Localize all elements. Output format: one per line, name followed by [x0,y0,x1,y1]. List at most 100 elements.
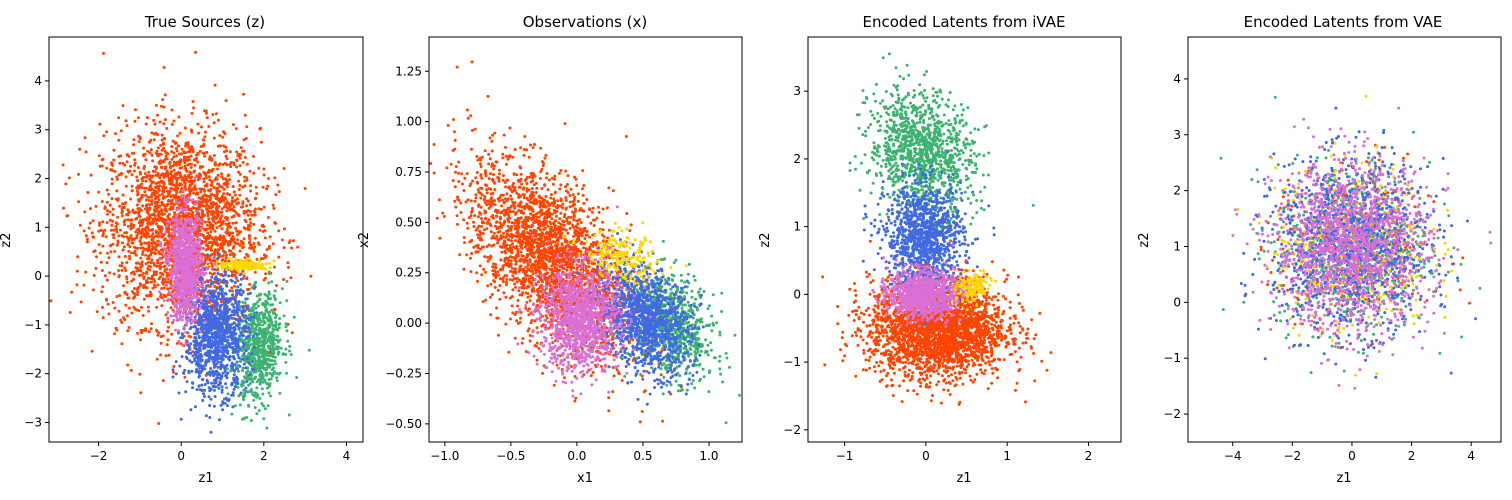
scatter-point [113,169,117,173]
scatter-point [113,306,117,310]
scatter-point [284,347,288,351]
scatter-point [183,181,187,185]
scatter-point [194,158,198,162]
scatter-point [127,306,131,310]
scatter-point [231,259,235,263]
scatter-point [268,359,272,363]
scatter-point [230,273,234,277]
scatter-point [160,165,163,169]
scatter-point [176,134,180,138]
scatter-point [149,280,153,284]
scatter-point [236,285,240,289]
scatter-point [208,298,212,301]
scatter-point [244,386,248,390]
scatter-point [101,316,105,320]
scatter-point [261,374,265,377]
scatter-point [220,210,224,214]
scatter-point [217,189,221,193]
scatter-point [238,243,242,247]
scatter-point [290,331,294,335]
scatter-point [190,188,194,192]
scatter-point [223,150,226,154]
scatter-point [95,310,99,314]
scatter-point [159,271,162,275]
scatter-point [101,285,105,289]
scatter-point [195,356,199,360]
scatter-point [291,239,295,243]
scatter-point [220,214,224,218]
scatter-point [262,278,266,282]
scatter-point [132,138,136,142]
scatter-point [257,316,261,320]
scatter-point [186,163,190,167]
scatter-point [148,290,152,294]
scatter-point [274,222,277,225]
scatter-point [248,224,252,228]
scatter-point [105,130,109,134]
scatter-point [267,314,271,317]
scatter-point [201,304,205,308]
scatter-point [158,176,162,180]
scatter-point [239,293,243,297]
scatter-point [115,175,119,179]
scatter-point [278,317,282,320]
scatter-point [112,272,116,276]
scatter-point [285,329,289,333]
scatter-point [243,179,247,183]
scatter-point [129,197,133,201]
scatter-point [255,393,259,397]
scatter-point [218,217,222,221]
scatter-point [235,258,238,261]
scatter-point [242,352,246,355]
scatter-point [214,206,218,210]
scatter-point [150,198,154,202]
scatter-point [151,159,155,163]
scatter-point [144,193,148,197]
scatter-point [132,169,136,173]
scatter-point [129,227,133,231]
scatter-point [160,133,164,137]
scatter-point [284,322,288,326]
scatter-point [144,253,148,257]
scatter-point [216,220,220,224]
scatter-point [246,357,250,361]
scatter-point [156,283,160,287]
scatter-point [197,350,201,354]
scatter-point [207,206,211,210]
scatter-point [83,136,87,140]
scatter-point [201,210,204,214]
scatter-point [90,231,94,235]
scatter-point [159,353,163,357]
scatter-point [214,235,218,239]
scatter-point [249,313,252,316]
scatter-point [138,239,142,243]
scatter-point [143,227,147,231]
scatter-point [162,105,166,109]
scatter-point [235,311,239,315]
scatter-point [209,367,213,370]
scatter-point [282,314,286,318]
scatter-point [206,257,210,261]
scatter-point [251,267,255,271]
scatter-point [75,283,79,287]
scatter-point [284,360,288,364]
scatter-point [236,353,240,357]
scatter-point [262,205,266,209]
scatter-point [92,274,96,277]
scatter-point [85,237,89,241]
scatter-point [206,305,210,309]
scatter-point [157,198,161,202]
scatter-point [152,118,156,122]
scatter-point [215,319,219,323]
scatter-point [292,315,296,319]
scatter-point [214,112,218,116]
scatter-point [250,260,254,264]
scatter-point [131,290,134,293]
scatter-point [97,154,101,158]
scatter-point [241,326,245,330]
scatter-point [154,186,158,190]
scatter-point [246,199,250,203]
scatter-point [248,203,252,207]
scatter-point [192,191,196,195]
scatter-point [250,306,254,310]
